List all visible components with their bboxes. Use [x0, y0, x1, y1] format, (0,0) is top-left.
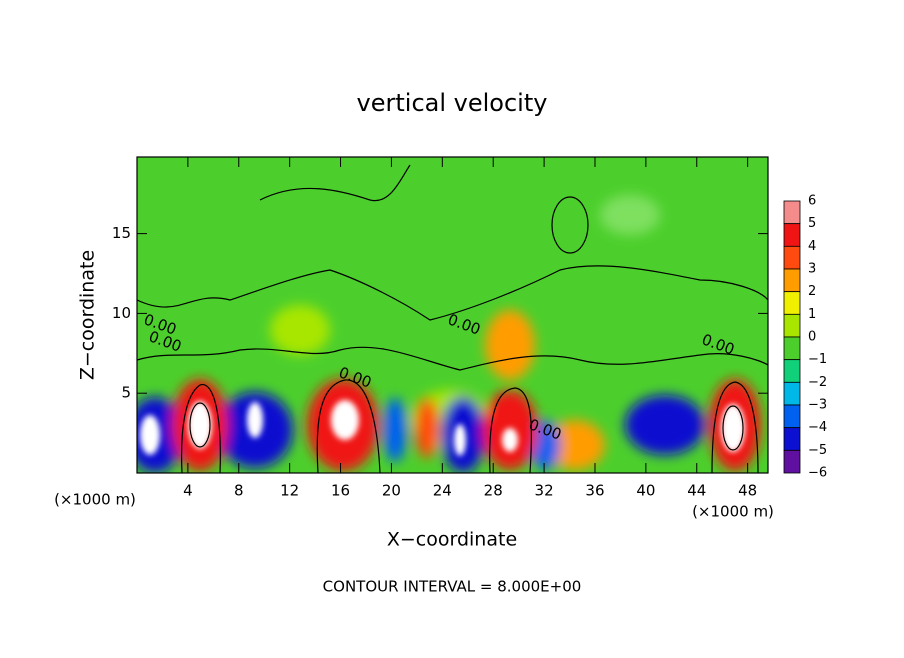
x-tick-label: 48 — [738, 482, 757, 500]
colorbar-box — [783, 381, 801, 406]
y-unit-label: (×1000 m) — [54, 491, 136, 509]
y-tick-label: 15 — [112, 224, 131, 242]
chart-title: vertical velocity — [357, 89, 548, 117]
x-tick-label: 36 — [585, 482, 604, 500]
x-tick-label: 4 — [183, 482, 193, 500]
field — [137, 157, 768, 473]
colorbar-label: −1 — [808, 352, 827, 367]
colorbar-box — [783, 313, 801, 338]
x-tick-label: 16 — [331, 482, 350, 500]
x-tick-label: 8 — [234, 482, 244, 500]
colorbar-box — [783, 449, 801, 474]
colorbar-label: −3 — [808, 398, 827, 413]
x-unit-label: (×1000 m) — [692, 503, 774, 521]
y-axis-title: Z−coordinate — [77, 250, 99, 380]
colorbar-box — [783, 427, 801, 451]
colorbar-label: 3 — [808, 262, 816, 277]
colorbar-label: −2 — [808, 375, 827, 390]
colorbar-label: 6 — [808, 194, 816, 209]
x-axis-title: X−coordinate — [387, 529, 517, 551]
y-tick-label: 5 — [121, 384, 131, 402]
x-tick-label: 12 — [280, 482, 299, 500]
colorbar-label: 1 — [808, 307, 816, 322]
colorbar-box — [783, 291, 801, 315]
colorbar-label: 0 — [808, 330, 816, 345]
colorbar-label: 4 — [808, 239, 816, 254]
colorbar-box — [783, 336, 801, 361]
colorbar-box — [783, 359, 801, 383]
x-tick-label: 32 — [535, 482, 554, 500]
x-tick-label: 28 — [484, 482, 503, 500]
colorbar-box — [783, 200, 801, 225]
x-tick-label: 40 — [636, 482, 655, 500]
colorbar-box — [783, 223, 801, 247]
colorbar-box — [783, 245, 801, 270]
colorbar-label: −5 — [808, 443, 827, 458]
colorbar-label: 2 — [808, 284, 816, 299]
colorbar-label: 5 — [808, 216, 816, 231]
y-tick-label: 10 — [112, 304, 131, 322]
colorbar-box — [783, 268, 801, 293]
x-tick-label: 24 — [433, 482, 452, 500]
footer-note: CONTOUR INTERVAL = 8.000E+00 — [323, 578, 582, 596]
x-tick-label: 44 — [687, 482, 706, 500]
colorbar-label: −4 — [808, 420, 827, 435]
x-tick-label: 20 — [382, 482, 401, 500]
colorbar-box — [783, 404, 801, 429]
plot-frame — [136, 156, 769, 474]
colorbar-label: −6 — [808, 466, 827, 481]
